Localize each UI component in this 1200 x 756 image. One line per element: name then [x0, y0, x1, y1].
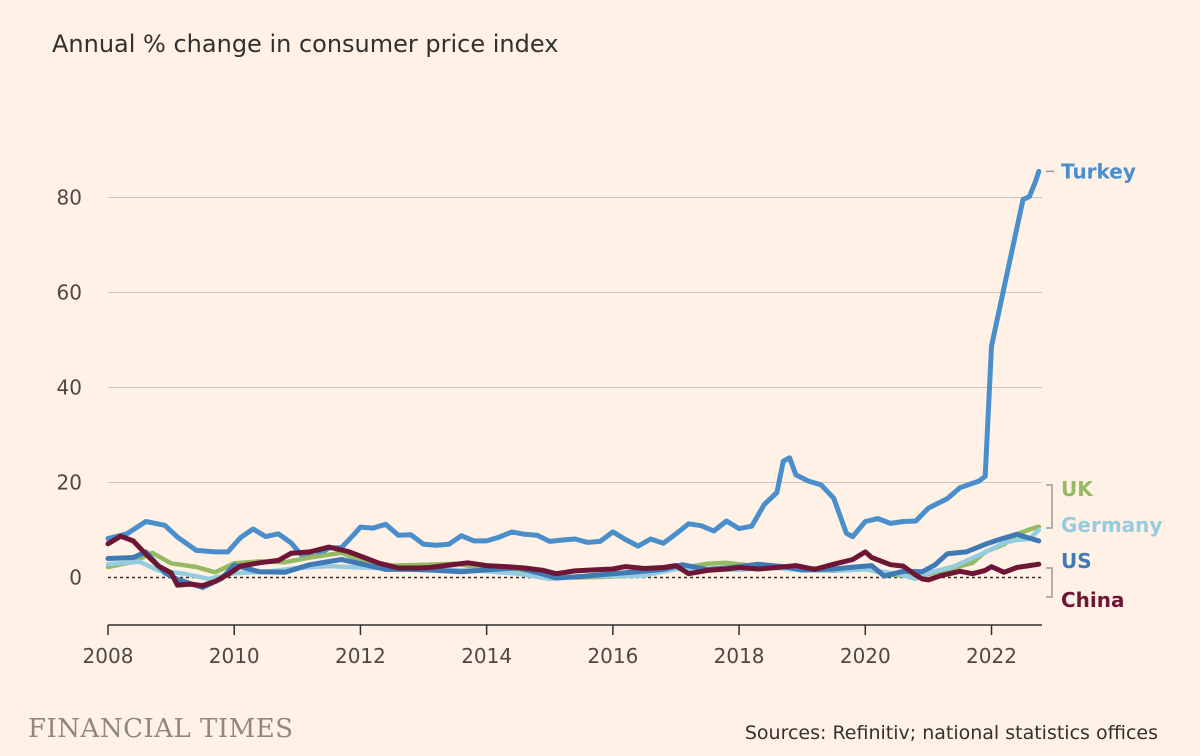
series-lines — [105, 168, 1042, 590]
x-tick-label: 2012 — [335, 644, 386, 668]
series-line-china — [105, 533, 1042, 589]
source-note: Sources: Refinitiv; national statistics … — [744, 722, 1158, 744]
end-label-germany: Germany — [1061, 513, 1162, 537]
gridlines — [108, 197, 1042, 579]
x-axis: 2008 2010 2012 2014 2016 2018 2020 2022 — [83, 624, 1042, 668]
y-tick-label: 60 — [57, 281, 82, 305]
end-label-china: China — [1061, 588, 1125, 612]
chart-title: Annual % change in consumer price index — [52, 30, 559, 58]
uk-germany-bracket — [1046, 484, 1053, 529]
x-tick-label: 2016 — [587, 644, 638, 668]
us-china-bracket — [1046, 567, 1053, 598]
y-tick-label: 80 — [57, 186, 82, 210]
y-axis-ticks: 0 20 40 60 80 — [57, 186, 82, 590]
end-label-turkey: Turkey — [1061, 159, 1136, 183]
end-label-uk: UK — [1061, 477, 1094, 501]
y-tick-label: 0 — [69, 566, 82, 590]
y-tick-label: 20 — [57, 471, 82, 495]
x-tick-label: 2008 — [83, 644, 134, 668]
x-tick-label: 2014 — [461, 644, 512, 668]
x-tick-label: 2022 — [966, 644, 1017, 668]
series-end-labels: Turkey UK Germany US China — [1046, 159, 1162, 612]
x-tick-label: 2018 — [714, 644, 765, 668]
x-tick-label: 2020 — [840, 644, 891, 668]
y-tick-label: 40 — [57, 376, 82, 400]
series-line-turkey — [105, 168, 1042, 560]
end-label-us: US — [1061, 549, 1092, 573]
x-tick-label: 2010 — [209, 644, 260, 668]
ft-logo: FINANCIAL TIMES — [28, 714, 294, 744]
